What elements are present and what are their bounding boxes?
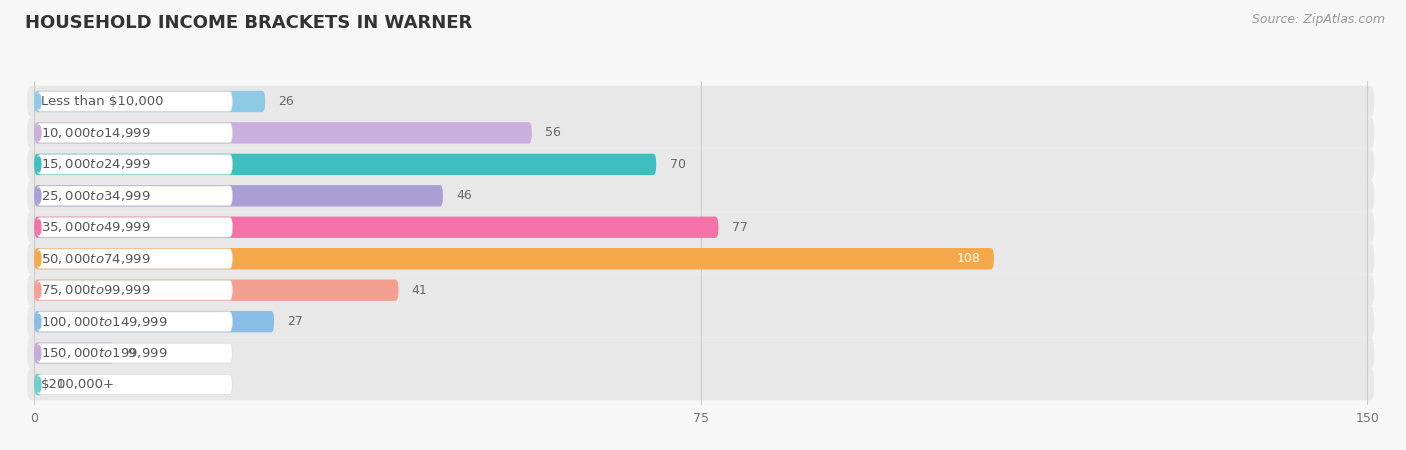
Circle shape — [37, 220, 41, 234]
Text: 27: 27 — [287, 315, 304, 328]
FancyBboxPatch shape — [27, 369, 1374, 400]
FancyBboxPatch shape — [34, 185, 443, 207]
FancyBboxPatch shape — [27, 306, 1374, 338]
Text: 1: 1 — [56, 378, 65, 391]
FancyBboxPatch shape — [34, 122, 531, 144]
FancyBboxPatch shape — [27, 338, 1374, 369]
FancyBboxPatch shape — [37, 375, 232, 394]
Circle shape — [37, 252, 41, 266]
Text: 46: 46 — [457, 189, 472, 202]
Circle shape — [37, 283, 41, 297]
Circle shape — [37, 314, 41, 329]
FancyBboxPatch shape — [27, 243, 1374, 274]
FancyBboxPatch shape — [34, 279, 398, 301]
Text: Less than $10,000: Less than $10,000 — [41, 95, 165, 108]
Text: HOUSEHOLD INCOME BRACKETS IN WARNER: HOUSEHOLD INCOME BRACKETS IN WARNER — [25, 14, 472, 32]
FancyBboxPatch shape — [34, 153, 657, 175]
Text: 41: 41 — [412, 284, 427, 297]
FancyBboxPatch shape — [37, 123, 232, 143]
FancyBboxPatch shape — [34, 374, 44, 395]
Text: $10,000 to $14,999: $10,000 to $14,999 — [41, 126, 150, 140]
Text: $50,000 to $74,999: $50,000 to $74,999 — [41, 252, 150, 266]
Text: $25,000 to $34,999: $25,000 to $34,999 — [41, 189, 150, 203]
FancyBboxPatch shape — [34, 248, 994, 270]
FancyBboxPatch shape — [34, 311, 274, 333]
FancyBboxPatch shape — [37, 343, 232, 363]
FancyBboxPatch shape — [27, 212, 1374, 243]
Text: 56: 56 — [546, 126, 561, 140]
FancyBboxPatch shape — [27, 86, 1374, 117]
Circle shape — [37, 377, 41, 392]
Text: 77: 77 — [731, 221, 748, 234]
Text: $200,000+: $200,000+ — [41, 378, 115, 391]
Text: 108: 108 — [956, 252, 980, 265]
Text: Source: ZipAtlas.com: Source: ZipAtlas.com — [1251, 14, 1385, 27]
Text: $35,000 to $49,999: $35,000 to $49,999 — [41, 220, 150, 234]
Text: $100,000 to $149,999: $100,000 to $149,999 — [41, 315, 167, 328]
FancyBboxPatch shape — [34, 342, 114, 364]
Circle shape — [37, 346, 41, 360]
FancyBboxPatch shape — [37, 154, 232, 174]
Text: $75,000 to $99,999: $75,000 to $99,999 — [41, 283, 150, 297]
FancyBboxPatch shape — [37, 249, 232, 269]
FancyBboxPatch shape — [34, 216, 718, 238]
Text: 26: 26 — [278, 95, 294, 108]
FancyBboxPatch shape — [37, 217, 232, 237]
Text: 9: 9 — [128, 346, 135, 360]
Circle shape — [37, 189, 41, 203]
FancyBboxPatch shape — [27, 148, 1374, 180]
FancyBboxPatch shape — [27, 117, 1374, 148]
Text: $150,000 to $199,999: $150,000 to $199,999 — [41, 346, 167, 360]
FancyBboxPatch shape — [34, 91, 266, 112]
FancyBboxPatch shape — [37, 186, 232, 206]
Text: $15,000 to $24,999: $15,000 to $24,999 — [41, 158, 150, 171]
FancyBboxPatch shape — [37, 92, 232, 111]
Circle shape — [37, 126, 41, 140]
Text: 70: 70 — [669, 158, 686, 171]
Circle shape — [37, 94, 41, 109]
FancyBboxPatch shape — [37, 280, 232, 300]
FancyBboxPatch shape — [37, 312, 232, 332]
Circle shape — [37, 157, 41, 172]
FancyBboxPatch shape — [27, 180, 1374, 211]
FancyBboxPatch shape — [27, 274, 1374, 306]
